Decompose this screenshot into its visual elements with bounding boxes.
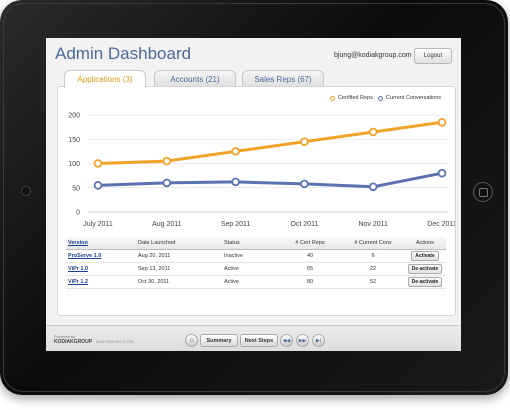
column-header-cert-reps: # Cert Reps xyxy=(295,240,325,246)
house-icon[interactable]: ⌂ xyxy=(185,334,198,347)
app-screen: Admin Dashboard bjung@kodiakgroup.com Lo… xyxy=(46,38,461,351)
conversations-point xyxy=(93,181,103,190)
tab-accounts[interactable]: Accounts (21) xyxy=(154,70,236,87)
column-header-actions: Actions xyxy=(415,240,435,246)
y-tick-label: 100 xyxy=(68,161,80,168)
table-row: ProServe 1.0 Aug 20, 2011 Inactive 40 6 … xyxy=(66,250,446,263)
current-conv-cell: 6 xyxy=(371,253,375,259)
conversations-point xyxy=(162,178,172,188)
legend-label-conversations: Current Conversations xyxy=(386,95,442,101)
logout-button[interactable]: Logout xyxy=(414,48,452,64)
version-link[interactable]: ViPr 1.2 xyxy=(68,279,89,285)
summary-button[interactable]: Summary xyxy=(200,334,238,347)
current-conv-cell: 22 xyxy=(369,266,377,272)
square-icon xyxy=(479,188,488,197)
conversations-point xyxy=(231,177,240,187)
tablet-bezel xyxy=(3,3,505,392)
table-row: ViPr 1.0 Sep 13, 2011 Active 65 22 De-ac… xyxy=(66,263,446,276)
legend-swatch-certified xyxy=(330,95,335,101)
activate-button[interactable]: Activate xyxy=(411,251,439,261)
legend-swatch-conversations xyxy=(378,95,383,101)
x-tick-label: Aug 2011 xyxy=(152,221,182,228)
certified-reps-point xyxy=(300,137,309,146)
applications-panel: Certified Reps Current Conversations 0 50… xyxy=(57,86,456,316)
camera-icon xyxy=(21,186,31,196)
y-tick-label: 50 xyxy=(72,185,80,192)
status-cell: Active xyxy=(224,279,239,285)
tab-sales-reps[interactable]: Sales Reps (67) xyxy=(242,70,324,87)
x-tick-label: Dec 2011 xyxy=(427,221,455,228)
rewind-icon[interactable]: ◀◀ xyxy=(280,334,293,347)
certified-reps-line xyxy=(97,120,443,165)
x-tick-label: Sep 2011 xyxy=(221,221,251,228)
conversations-line xyxy=(97,171,443,189)
table-header-row: Version Date Launched Status # Cert Reps… xyxy=(66,237,446,250)
x-tick-label: July 2011 xyxy=(83,221,113,228)
tab-applications[interactable]: Applications (3) xyxy=(64,70,146,88)
deactivate-button[interactable]: De-activate xyxy=(407,264,443,274)
certified-reps-point xyxy=(162,156,172,166)
certified-reps-point xyxy=(231,147,240,156)
build-label: Build ViPrld Rev 22 R38 xyxy=(96,340,134,344)
column-header-date: Date Launched xyxy=(138,240,176,246)
fast-forward-icon[interactable]: ▶▶ xyxy=(296,334,309,347)
y-tick-label: 0 xyxy=(76,210,80,217)
legend-label-certified: Certified Reps xyxy=(338,95,373,101)
x-tick-label: Nov 2011 xyxy=(358,221,388,228)
column-header-status: Status xyxy=(224,240,240,246)
column-header-version[interactable]: Version xyxy=(68,240,88,246)
cert-reps-cell: 65 xyxy=(306,266,314,272)
cert-reps-cell: 80 xyxy=(306,279,314,285)
y-tick-label: 200 xyxy=(68,113,80,120)
status-cell: Active xyxy=(224,266,239,272)
table-row: ViPr 1.2 Oct 30, 2011 Active 80 52 De-ac… xyxy=(66,276,446,289)
date-cell: Sep 13, 2011 xyxy=(138,266,171,272)
y-tick-label: 150 xyxy=(68,137,80,144)
tablet-frame: Admin Dashboard bjung@kodiakgroup.com Lo… xyxy=(0,0,508,395)
brand-logo: KODIAKGROUP xyxy=(54,339,93,345)
certified-reps-point xyxy=(437,117,447,127)
version-link[interactable]: ProServe 1.0 xyxy=(68,253,102,259)
x-tick-label: Oct 2011 xyxy=(290,221,318,228)
current-conv-cell: 52 xyxy=(369,279,377,285)
line-chart: 0 50 100 150 200 July 2011 Aug 2011 Sep 2011 Oct… xyxy=(68,113,455,229)
page-title: Admin Dashboard xyxy=(55,44,192,63)
user-email: bjung@kodiakgroup.com xyxy=(334,52,412,59)
legend-item-conversations: Current Conversations xyxy=(378,95,441,101)
status-cell: Inactive xyxy=(224,253,243,259)
powered-by-label: Powered by xyxy=(54,334,76,339)
versions-table: Version Date Launched Status # Cert Reps… xyxy=(66,237,446,289)
skip-forward-icon[interactable]: ▶| xyxy=(312,334,325,347)
date-cell: Aug 20, 2011 xyxy=(138,253,171,259)
legend-item-certified: Certified Reps xyxy=(330,95,373,101)
deactivate-button[interactable]: De-activate xyxy=(407,277,443,287)
footer-bar: Powered by KODIAKGROUP Build ViPrld Rev … xyxy=(46,325,461,351)
version-link[interactable]: ViPr 1.0 xyxy=(68,266,89,272)
next-steps-button[interactable]: Next Steps xyxy=(240,334,278,347)
conversations-point xyxy=(437,168,447,178)
conversations-point xyxy=(368,182,378,192)
conversations-point xyxy=(300,179,309,189)
column-header-current-conv: # Current Conv xyxy=(354,240,392,246)
certified-reps-point xyxy=(93,159,103,168)
certified-reps-point xyxy=(368,127,378,137)
tablet-home-button[interactable] xyxy=(473,182,493,202)
cert-reps-cell: 40 xyxy=(306,253,314,259)
date-cell: Oct 30, 2011 xyxy=(138,279,170,285)
